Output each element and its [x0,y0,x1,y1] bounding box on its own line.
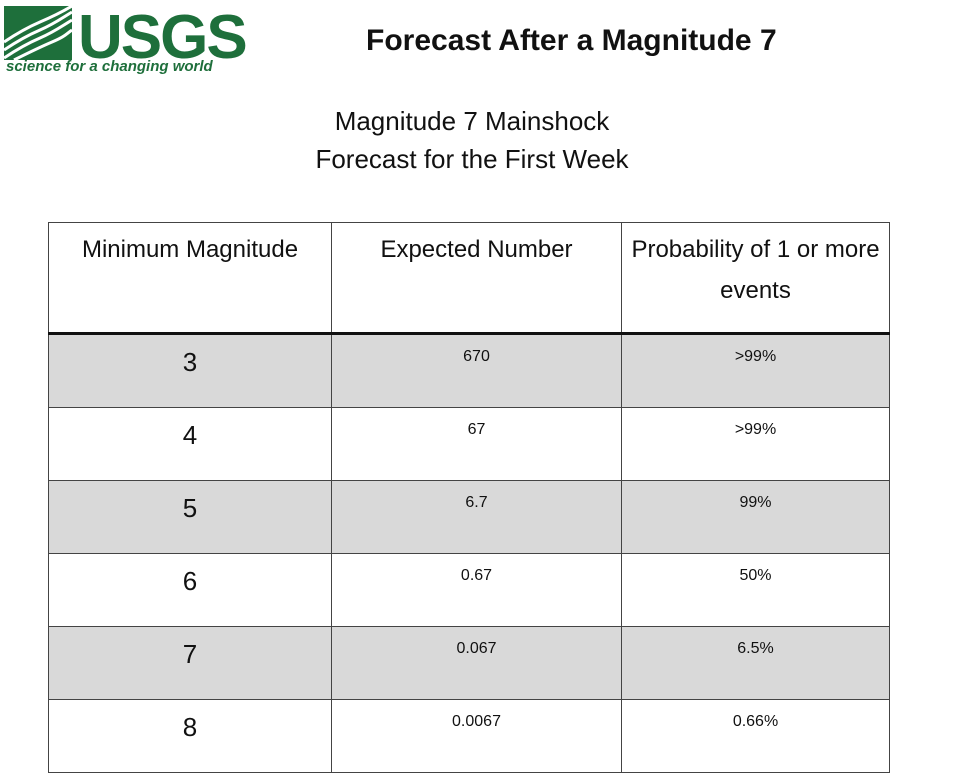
table-title-line-1: Magnitude 7 Mainshock [334,106,610,136]
cell-magnitude: 4 [48,407,332,481]
slide-title: Forecast After a Magnitude 7 [366,24,777,57]
table-row: 8 0.0067 0.66% [48,699,890,773]
cell-magnitude: 7 [48,626,332,700]
table-title-line-2: Forecast for the First Week [315,144,629,174]
table-row: 5 6.7 99% [48,480,890,554]
cell-expected-number: 670 [331,333,622,408]
usgs-tagline: science for a changing world [6,58,213,75]
cell-expected-number: 0.067 [331,626,622,700]
table-title: Magnitude 7 Mainshock Forecast for the F… [0,102,944,178]
header-probability: Probability of 1 or more events [621,222,890,334]
table-row: 7 0.067 6.5% [48,626,890,700]
table-row: 6 0.67 50% [48,553,890,627]
header-minimum-magnitude: Minimum Magnitude [48,222,332,334]
table-row: 3 670 >99% [48,333,890,408]
cell-probability: >99% [621,333,890,408]
cell-magnitude: 8 [48,699,332,773]
cell-expected-number: 6.7 [331,480,622,554]
cell-expected-number: 0.67 [331,553,622,627]
cell-probability: 0.66% [621,699,890,773]
usgs-logo: USGS science for a changing world [4,3,248,78]
cell-probability: 99% [621,480,890,554]
forecast-table: Minimum Magnitude Expected Number Probab… [48,222,890,773]
header-expected-number: Expected Number [331,222,622,334]
table-row: 4 67 >99% [48,407,890,481]
cell-magnitude: 6 [48,553,332,627]
usgs-wave-icon [4,6,72,60]
cell-probability: 50% [621,553,890,627]
cell-expected-number: 0.0067 [331,699,622,773]
cell-magnitude: 3 [48,333,332,408]
usgs-wordmark: USGS [78,3,248,72]
cell-probability: 6.5% [621,626,890,700]
cell-probability: >99% [621,407,890,481]
table-header-row: Minimum Magnitude Expected Number Probab… [48,222,890,334]
cell-magnitude: 5 [48,480,332,554]
cell-expected-number: 67 [331,407,622,481]
